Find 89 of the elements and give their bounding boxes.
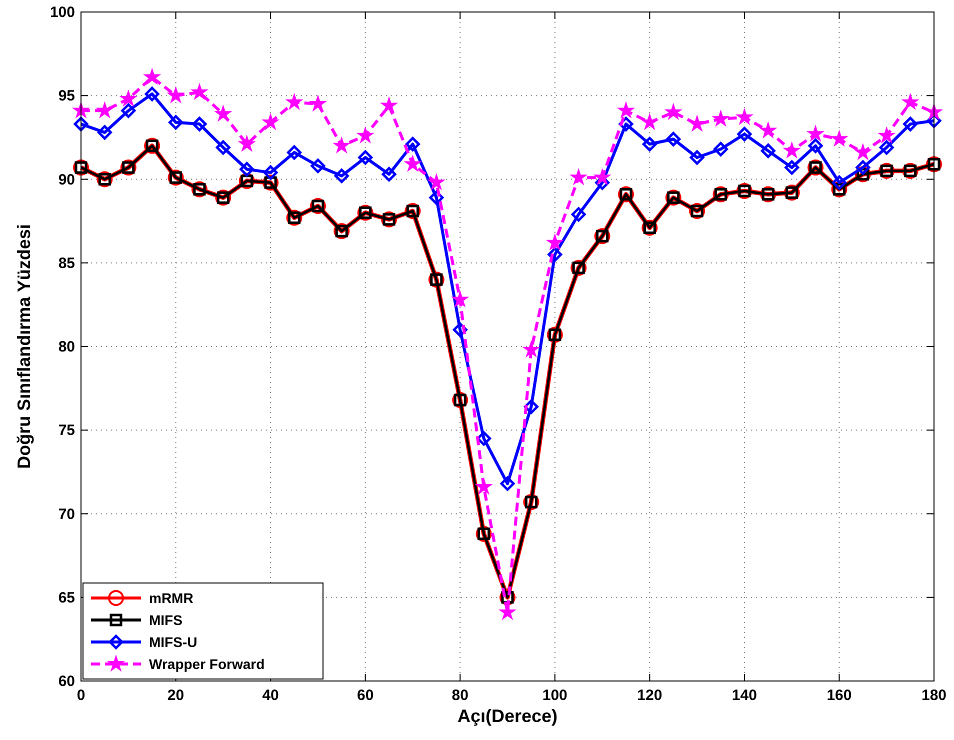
x-tick-label: 120 [637,687,662,704]
point [428,174,444,190]
point [120,90,136,106]
point [168,115,184,130]
x-tick-label: 20 [167,687,184,704]
x-tick-label: 180 [921,687,947,704]
point [760,144,776,158]
x-tick-label: 40 [262,687,279,704]
y-tick-label: 80 [58,338,75,356]
point [168,87,184,103]
point [191,84,208,100]
point [310,158,326,174]
y-tick-label: 95 [58,88,75,105]
x-tick-label: 60 [356,687,374,704]
x-tick-label: 100 [542,687,568,704]
point [902,94,918,110]
point [878,127,895,143]
y-tick-label: 65 [58,589,75,606]
point [832,175,846,190]
point [263,165,278,180]
point [642,136,657,152]
point [737,126,752,142]
point [808,138,823,154]
point [334,137,350,153]
point [476,478,492,494]
point [404,156,421,172]
point [571,207,586,222]
point [144,68,160,84]
point [72,102,90,118]
point [286,94,302,110]
point [121,103,136,118]
point [215,106,232,121]
x-tick-label: 160 [826,687,852,704]
point [665,104,682,120]
point [879,140,894,155]
point [97,125,112,140]
legend-label: mRMR [149,590,194,606]
y-tick-label: 85 [58,254,75,272]
point [831,130,848,146]
point [690,150,704,165]
y-axis-title: Doğru Sınıflandırma Yüzdesi [14,224,34,469]
point [618,102,634,118]
point [405,136,420,152]
point [96,102,113,118]
point [784,160,800,175]
point [310,96,326,111]
x-tick-label: 80 [452,687,468,704]
point [903,116,918,132]
point [262,114,279,130]
legend-label: MIFS [149,612,182,628]
y-tick-label: 75 [58,422,75,440]
point [666,132,681,146]
x-tick-label: 140 [732,687,757,704]
point [357,127,374,143]
point [144,86,160,102]
point [784,142,800,158]
point [358,150,373,165]
point [238,136,255,152]
point [334,168,349,184]
point [523,341,540,357]
point [760,122,776,138]
point [594,169,610,184]
point [192,116,207,132]
y-tick-label: 100 [50,4,75,21]
point [570,169,587,184]
point [736,108,752,124]
y-tick-label: 70 [58,506,75,523]
point [714,142,728,156]
point [74,116,88,132]
point [856,160,870,175]
x-tick-label: 0 [76,687,86,704]
point [216,140,230,155]
point [382,166,396,182]
legend-label: Wrapper Forward [149,656,265,672]
point [712,110,729,126]
legend-label: MIFS-U [149,634,198,650]
x-axis-title: Açı(Derece) [457,706,558,726]
point [642,114,658,130]
point [287,145,302,160]
point [854,144,871,160]
point [808,126,824,141]
point [240,162,254,176]
point [546,234,563,250]
point [381,97,398,113]
point [500,476,515,491]
y-tick-label: 90 [58,171,75,188]
point [452,291,468,307]
point [689,116,706,131]
y-tick-label: 60 [58,673,75,690]
